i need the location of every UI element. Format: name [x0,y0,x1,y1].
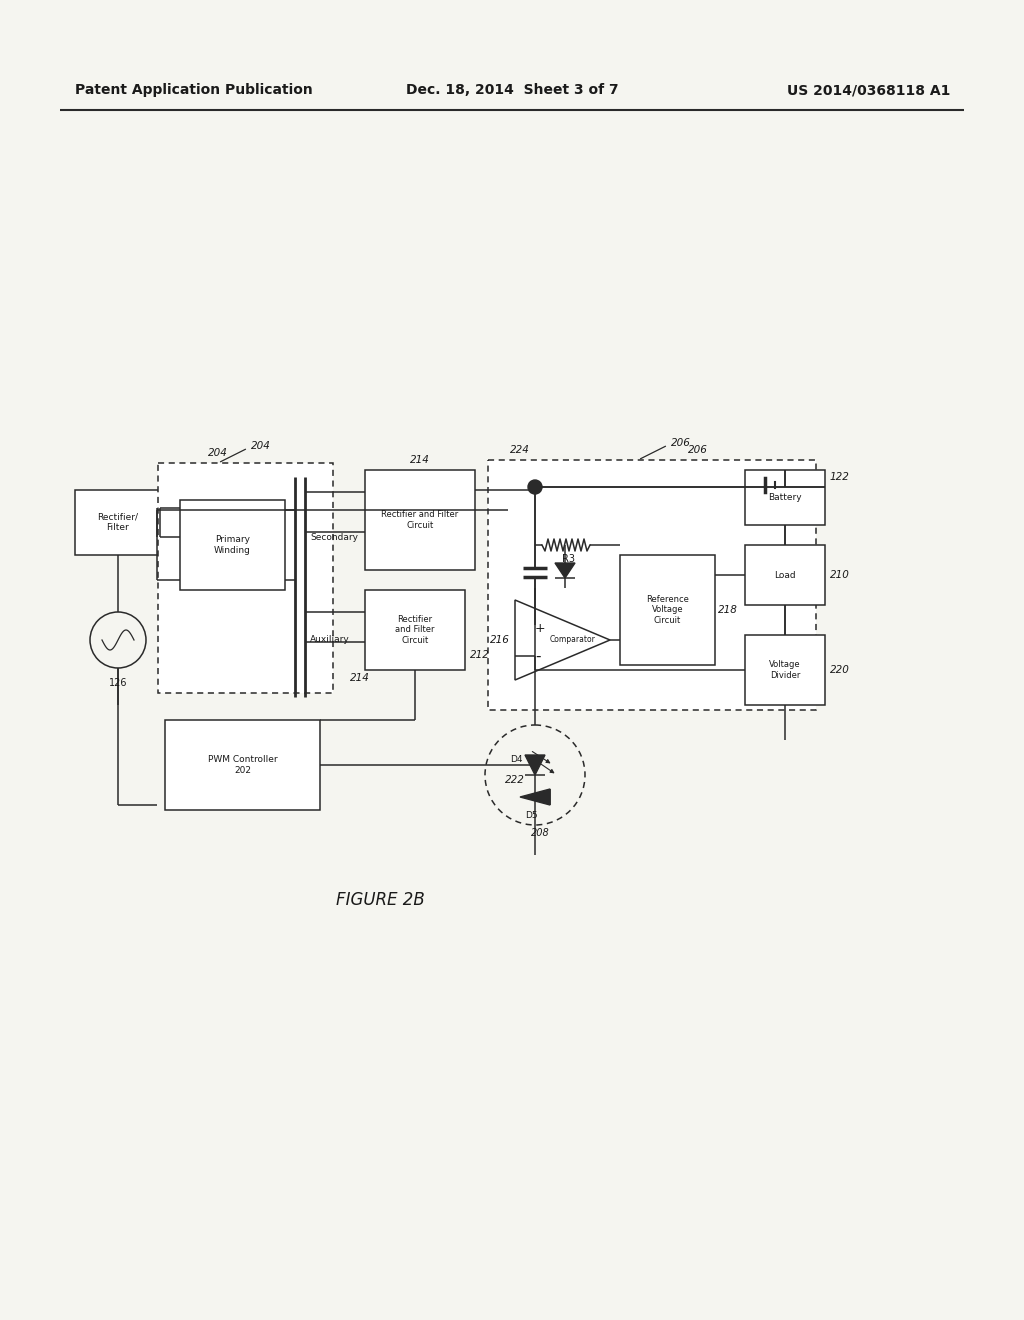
Text: 126: 126 [109,678,127,688]
Text: 224: 224 [510,445,530,455]
Circle shape [528,480,542,494]
Bar [365,470,475,570]
Text: 122: 122 [830,473,850,483]
Text: Rectifier
and Filter
Circuit: Rectifier and Filter Circuit [395,615,435,645]
Bar [488,459,816,710]
Bar [745,470,825,525]
Text: 214: 214 [350,673,370,682]
Text: PWM Controller
202: PWM Controller 202 [208,755,278,775]
Text: 214: 214 [410,455,430,465]
Bar [365,590,465,671]
Polygon shape [520,789,550,805]
Text: Rectifier/
Filter: Rectifier/ Filter [97,512,138,532]
Text: 216: 216 [490,635,510,645]
Text: 206: 206 [671,438,691,447]
Text: Rectifier and Filter
Circuit: Rectifier and Filter Circuit [381,511,459,529]
Text: Auxiliary: Auxiliary [310,635,350,644]
Text: Battery: Battery [768,492,802,502]
Text: 204: 204 [208,447,228,458]
Text: Load: Load [774,570,796,579]
Text: R3: R3 [562,554,575,564]
Text: -: - [535,648,541,664]
Bar [75,490,160,554]
Text: Primary
Winding: Primary Winding [214,536,251,554]
Text: D5: D5 [525,810,538,820]
Bar [158,463,333,693]
Text: 210: 210 [830,570,850,579]
Bar [620,554,715,665]
Text: Dec. 18, 2014  Sheet 3 of 7: Dec. 18, 2014 Sheet 3 of 7 [406,83,618,96]
Text: 218: 218 [718,605,738,615]
Polygon shape [525,755,545,775]
Text: FIGURE 2B: FIGURE 2B [336,891,424,909]
Text: Voltage
Divider: Voltage Divider [769,660,801,680]
Text: 220: 220 [830,665,850,675]
Text: Reference
Voltage
Circuit: Reference Voltage Circuit [646,595,689,624]
Polygon shape [555,564,575,578]
Bar [180,500,285,590]
Text: 222: 222 [505,775,525,785]
Text: D4: D4 [510,755,522,764]
Text: +: + [535,622,546,635]
Bar [165,719,319,810]
Text: US 2014/0368118 A1: US 2014/0368118 A1 [786,83,950,96]
Bar [745,545,825,605]
Bar [745,635,825,705]
Text: 212: 212 [470,649,489,660]
Text: 204: 204 [251,441,271,451]
Text: 206: 206 [688,445,708,455]
Text: Secondary: Secondary [310,533,358,543]
Text: Comparator: Comparator [550,635,596,644]
Text: 208: 208 [530,828,549,838]
Text: Patent Application Publication: Patent Application Publication [75,83,312,96]
